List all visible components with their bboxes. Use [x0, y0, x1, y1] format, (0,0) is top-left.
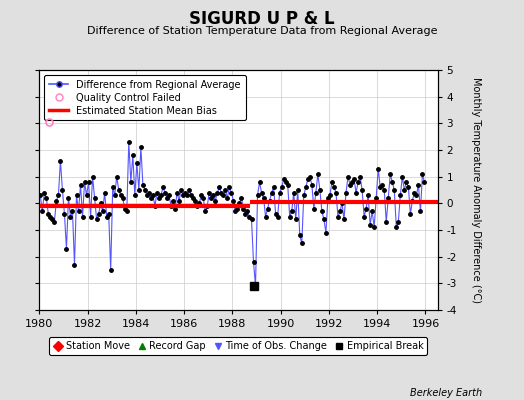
Text: SIGURD U P & L: SIGURD U P & L	[189, 10, 335, 28]
Text: Berkeley Earth: Berkeley Earth	[410, 388, 482, 398]
Legend: Station Move, Record Gap, Time of Obs. Change, Empirical Break: Station Move, Record Gap, Time of Obs. C…	[49, 337, 428, 355]
Legend: Difference from Regional Average, Quality Control Failed, Estimated Station Mean: Difference from Regional Average, Qualit…	[44, 75, 246, 120]
Text: Difference of Station Temperature Data from Regional Average: Difference of Station Temperature Data f…	[87, 26, 437, 36]
Y-axis label: Monthly Temperature Anomaly Difference (°C): Monthly Temperature Anomaly Difference (…	[471, 77, 481, 303]
